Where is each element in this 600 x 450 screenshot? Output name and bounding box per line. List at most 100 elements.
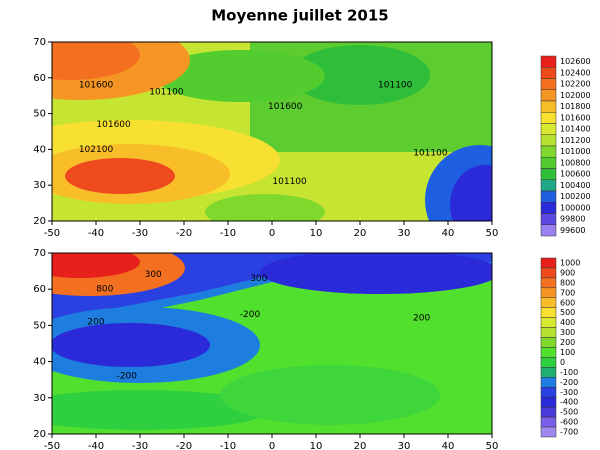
x-tick-label: -30 <box>132 441 148 450</box>
colorbar-label: 1000 <box>560 258 580 267</box>
colorbar-label: 101600 <box>560 113 591 122</box>
x-tick-label: 10 <box>310 228 323 239</box>
colorbar-swatch <box>540 202 557 214</box>
colorbar-swatch <box>540 327 557 338</box>
colorbar-swatch <box>540 267 557 279</box>
x-tick-label: 0 <box>269 228 275 239</box>
colorbar-swatch <box>540 297 557 308</box>
colorbar-label: 100000 <box>560 203 591 212</box>
x-tick-label: -40 <box>88 441 104 450</box>
x-tick-label: -20 <box>176 228 192 239</box>
x-tick-label: 30 <box>398 441 411 450</box>
colorbar-swatch <box>540 134 557 147</box>
contour-label: 101100 <box>413 148 448 158</box>
colorbar-swatch <box>540 89 557 102</box>
y-tick-label: 50 <box>33 320 46 331</box>
contour-label: 200 <box>413 314 430 324</box>
colorbar-swatch <box>540 157 557 169</box>
x-tick-label: 50 <box>486 441 499 450</box>
colorbar-swatch <box>540 387 557 398</box>
colorbar-label: 600 <box>560 298 575 307</box>
x-tick-label: -20 <box>176 441 192 450</box>
y-tick-label: 70 <box>33 248 46 259</box>
colorbar-swatch <box>540 357 557 368</box>
colorbar-label: -600 <box>560 418 578 427</box>
x-tick-label: -10 <box>220 441 236 450</box>
colorbar-swatch <box>540 123 557 135</box>
x-tick-label: -50 <box>44 228 60 239</box>
colorbar-label: -300 <box>560 388 578 397</box>
x-tick-label: 20 <box>354 228 367 239</box>
colorbar-label: 101000 <box>560 147 591 156</box>
y-tick-label: 40 <box>33 357 46 368</box>
contour-label: 101100 <box>378 80 413 90</box>
contour-label: 300 <box>250 274 267 284</box>
colorbar-swatch <box>540 179 557 192</box>
colorbar-label: 99800 <box>560 215 585 224</box>
colorbar-label: 0 <box>560 358 565 367</box>
colorbar-swatch <box>540 55 557 68</box>
x-tick-label: -40 <box>88 228 104 239</box>
x-tick-label: 0 <box>269 441 275 450</box>
colorbar-label: 101200 <box>560 136 591 145</box>
contour-label: 101600 <box>268 102 303 112</box>
colorbar-label: 500 <box>560 308 575 317</box>
colorbar-label: -500 <box>560 408 578 417</box>
colorbar-label: 400 <box>560 318 575 327</box>
y-tick-label: 40 <box>33 144 46 155</box>
colorbar-swatch <box>540 213 557 225</box>
colorbar-label: 100200 <box>560 192 591 201</box>
y-tick-label: 30 <box>33 180 46 191</box>
contour-label: 200 <box>87 317 104 327</box>
y-tick-label: 70 <box>33 37 46 48</box>
x-tick-label: 10 <box>310 441 323 450</box>
colorbar-swatch <box>540 426 557 438</box>
colorbar-swatch <box>540 287 557 299</box>
x-tick-label: -50 <box>44 441 60 450</box>
x-tick-label: 20 <box>354 441 367 450</box>
colorbar-label: -400 <box>560 398 578 407</box>
colorbar-label: 200 <box>560 338 575 347</box>
contour-label: 102100 <box>79 145 114 155</box>
colorbar-label: 900 <box>560 268 575 277</box>
y-tick-label: 30 <box>33 393 46 404</box>
colorbar-label: -100 <box>560 368 578 377</box>
x-tick-label: 30 <box>398 228 411 239</box>
colorbar-swatch <box>540 112 557 124</box>
colorbar-label: 700 <box>560 288 575 297</box>
colorbar-swatch <box>540 406 557 418</box>
colorbar-swatch <box>540 145 557 158</box>
colorbar-label: 102400 <box>560 68 591 77</box>
colorbar-label: 99600 <box>560 226 585 235</box>
colorbar-swatch <box>540 67 557 79</box>
contour-label: 800 <box>96 285 113 295</box>
x-tick-label: 40 <box>442 441 455 450</box>
colorbar-label: 100 <box>560 348 575 357</box>
colorbar-label: 101800 <box>560 102 591 111</box>
colorbar-swatch <box>540 377 557 388</box>
colorbar-label: 100400 <box>560 181 591 190</box>
colorbar-label: 100600 <box>560 170 591 179</box>
colorbar-label: 101400 <box>560 125 591 134</box>
colorbar-label: 800 <box>560 278 575 287</box>
colorbar-swatch <box>540 78 557 90</box>
colorbar-swatch <box>540 317 557 328</box>
colorbar-label: 102200 <box>560 80 591 89</box>
colorbar-swatch <box>540 168 557 180</box>
colorbar-swatch <box>540 224 557 237</box>
x-tick-label: 50 <box>486 228 499 239</box>
contour-label: 101100 <box>149 88 184 98</box>
colorbar-swatch <box>540 257 557 269</box>
pressure-field <box>52 42 492 221</box>
colorbar-swatch <box>540 347 557 358</box>
colorbar-swatch <box>540 337 557 348</box>
colorbar-swatch <box>540 307 557 318</box>
contour-label: 101600 <box>96 120 131 130</box>
x-tick-label: 40 <box>442 228 455 239</box>
x-tick-label: -30 <box>132 228 148 239</box>
colorbar-label: 102000 <box>560 91 591 100</box>
colorbar-swatch <box>540 100 557 113</box>
height-field <box>52 253 492 434</box>
colorbar-label: 100800 <box>560 158 591 167</box>
